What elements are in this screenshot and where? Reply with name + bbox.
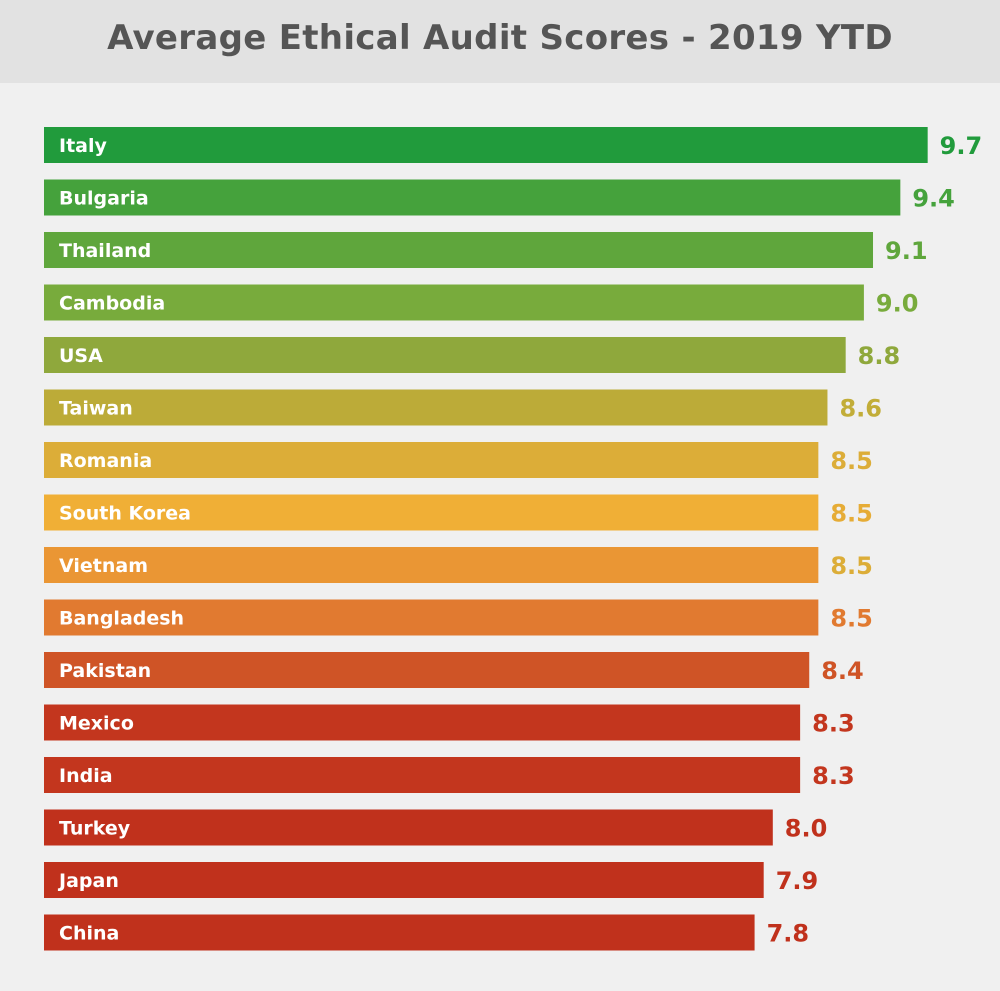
category-label: Romania: [59, 450, 152, 472]
chart-title: Average Ethical Audit Scores - 2019 YTD: [107, 18, 893, 58]
value-label: 9.4: [912, 185, 955, 213]
value-label: 8.4: [821, 657, 864, 685]
value-label: 8.0: [785, 815, 828, 843]
value-label: 8.3: [812, 710, 855, 738]
category-label: USA: [59, 345, 103, 367]
category-label: Italy: [59, 135, 107, 157]
bar-japan: [44, 862, 764, 898]
bar-mexico: [44, 704, 801, 741]
value-label: 9.7: [940, 132, 983, 160]
category-label: Cambodia: [59, 293, 165, 315]
bar-italy: [44, 127, 928, 163]
category-label: Pakistan: [59, 660, 151, 682]
category-label: Taiwan: [59, 398, 133, 420]
value-label: 8.3: [812, 762, 855, 790]
category-label: Vietnam: [59, 555, 148, 577]
bar-cambodia: [44, 284, 864, 321]
bar-south-korea: [44, 494, 819, 531]
bar-usa: [44, 337, 846, 373]
bar-pakistan: [44, 652, 810, 688]
bar-thailand: [44, 232, 874, 268]
category-label: Bulgaria: [59, 188, 149, 210]
category-label: South Korea: [59, 503, 191, 525]
bar-bangladesh: [44, 599, 819, 636]
bar-taiwan: [44, 389, 828, 426]
bar-vietnam: [44, 547, 819, 583]
category-label: India: [59, 765, 113, 787]
category-label: Mexico: [59, 713, 134, 735]
header-band: [0, 0, 1000, 83]
bar-bulgaria: [44, 179, 901, 216]
value-label: 9.1: [885, 237, 928, 265]
bar-turkey: [44, 809, 773, 846]
value-label: 7.9: [776, 867, 819, 895]
value-label: 8.5: [830, 552, 873, 580]
bar-india: [44, 757, 801, 793]
value-label: 9.0: [876, 290, 919, 318]
value-label: 8.8: [858, 342, 901, 370]
value-label: 8.5: [830, 447, 873, 475]
category-label: Thailand: [59, 240, 151, 262]
value-label: 8.5: [830, 500, 873, 528]
category-label: Turkey: [59, 818, 131, 840]
bar-romania: [44, 442, 819, 478]
bar-china: [44, 914, 755, 951]
category-label: Bangladesh: [59, 608, 184, 630]
category-label: Japan: [57, 870, 119, 892]
value-label: 8.6: [839, 395, 882, 423]
value-label: 8.5: [830, 605, 873, 633]
category-label: China: [59, 923, 119, 945]
value-label: 7.8: [767, 920, 810, 948]
